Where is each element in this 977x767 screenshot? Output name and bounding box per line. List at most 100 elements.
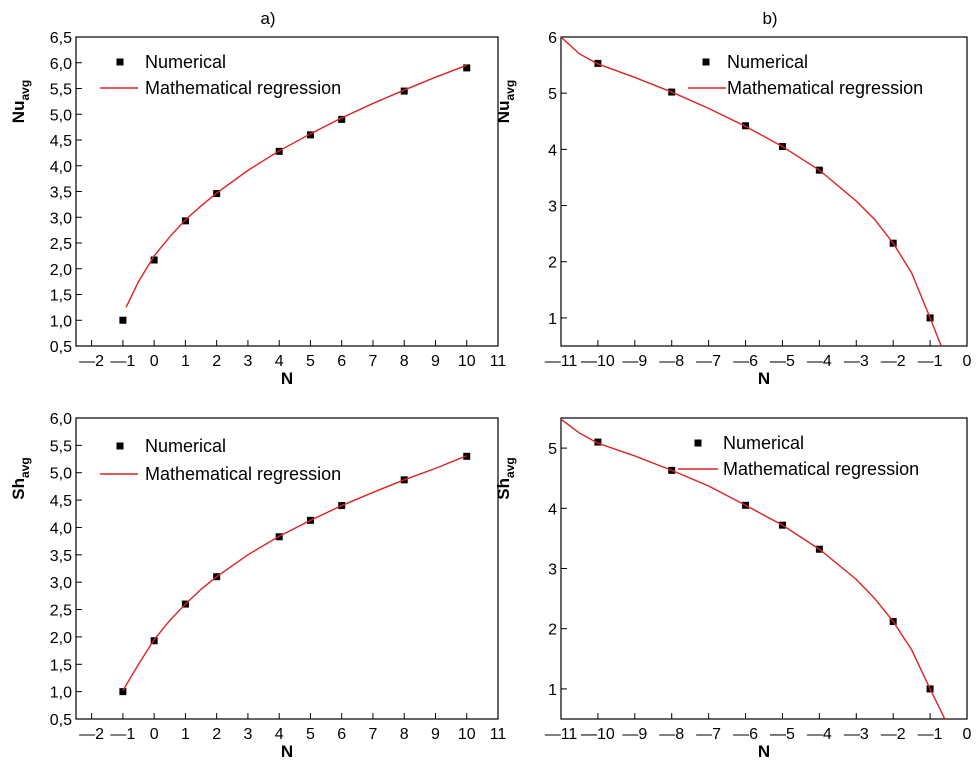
x-tick-label: 3 <box>243 726 252 743</box>
x-tick-label: 11 <box>490 353 507 370</box>
regression-line <box>561 37 942 346</box>
y-axis-title-main: Nu <box>494 101 513 124</box>
x-tick-label: 9 <box>431 353 440 370</box>
y-axis-title: Shavg <box>9 457 32 499</box>
x-tick-label: —1 <box>918 726 943 743</box>
y-axis-title-subscript: avg <box>503 80 517 101</box>
panel-label: b) <box>762 9 777 28</box>
legend-label-regression: Mathematical regression <box>727 78 923 98</box>
chart-panel-c: —2 —1 0 1 2 3 4 5 6 7 8 9 10 11 0,5 1,0 1,5 2,0 2,5 3,0 3,5 4… <box>9 411 506 761</box>
regression-line <box>125 64 467 308</box>
y-tick-label: 0,5 <box>50 339 72 356</box>
legend-marker-numerical <box>702 58 710 66</box>
y-tick-label: 0,5 <box>50 712 72 729</box>
panel-label: a) <box>260 9 275 28</box>
x-tick-label: —3 <box>844 726 869 743</box>
x-tick-label: 5 <box>306 726 315 743</box>
x-tick-label: —10 <box>581 353 615 370</box>
y-axis-title-subscript: avg <box>503 457 517 478</box>
x-axis-title: N <box>281 369 293 388</box>
y-tick-label: 2 <box>548 622 557 639</box>
x-tick-label: 2 <box>212 726 221 743</box>
y-tick-label: 5,5 <box>50 82 72 99</box>
x-tick-label: 5 <box>306 353 315 370</box>
y-tick-label: 5 <box>548 86 557 103</box>
x-tick-label: 11 <box>490 726 507 743</box>
y-tick-label: 5,5 <box>50 438 72 455</box>
legend: Numerical Mathematical regression <box>678 433 919 479</box>
legend-label-numerical: Numerical <box>145 436 226 456</box>
x-tick-label: 8 <box>400 726 409 743</box>
x-tick-label: 4 <box>275 726 284 743</box>
x-tick-label: 6 <box>337 353 346 370</box>
numerical-point <box>119 316 127 324</box>
y-tick-label: 4 <box>548 142 557 159</box>
y-tick-label: 4,5 <box>50 133 72 150</box>
legend-label-regression: Mathematical regression <box>723 459 919 479</box>
x-tick-label: —11 <box>545 353 578 370</box>
legend-marker-numerical <box>116 442 124 450</box>
y-axis-title-main: Sh <box>9 478 28 500</box>
chart-panel-b: b)—11 —10 —9 —8 —7 —6 —5 —4 —3 —2 —1 0123456NNuavgN… <box>494 9 972 388</box>
y-tick-label: 2,5 <box>50 603 72 620</box>
y-tick-label: 2,0 <box>50 262 72 279</box>
x-tick-label: 4 <box>275 353 284 370</box>
x-tick-label: 3 <box>243 353 252 370</box>
legend: Numerical Mathematical regression <box>688 52 923 98</box>
legend: Numerical Mathematical regression <box>100 52 341 98</box>
x-tick-label: 2 <box>212 353 221 370</box>
chart-panel-d: —11 —10 —9 —8 —7 —6 —5 —4 —3 —2 —1 012345NShavgNume… <box>494 417 972 761</box>
x-tick-label: 0 <box>963 353 972 370</box>
x-tick-label: 10 <box>458 353 476 370</box>
y-tick-label: 4,0 <box>50 159 72 176</box>
y-tick-label: 5 <box>548 441 557 458</box>
numerical-point <box>338 115 346 123</box>
x-tick-label: —11 <box>545 726 578 743</box>
x-tick-label: —2 <box>881 726 906 743</box>
y-tick-label: 6,0 <box>50 411 72 428</box>
x-tick-label: —9 <box>622 726 647 743</box>
x-tick-label: —1 <box>110 353 135 370</box>
y-tick-label: 1,5 <box>50 288 72 305</box>
y-tick-label: 6,0 <box>50 56 72 73</box>
y-axis-title: Nuavg <box>9 80 32 123</box>
x-tick-label: —10 <box>581 726 615 743</box>
x-tick-label: —6 <box>733 353 758 370</box>
y-tick-label: 6 <box>548 30 557 47</box>
y-axis-title: Shavg <box>494 457 517 499</box>
x-tick-label: 1 <box>181 353 190 370</box>
x-tick-label: 0 <box>150 726 159 743</box>
numerical-point <box>306 131 314 139</box>
y-tick-label: 4,0 <box>50 520 72 537</box>
y-tick-label: 4,5 <box>50 493 72 510</box>
plot-frame <box>75 417 499 720</box>
x-tick-label: —6 <box>733 726 758 743</box>
legend-label-numerical: Numerical <box>723 433 804 453</box>
x-tick-label: —7 <box>696 353 721 370</box>
x-tick-label: —4 <box>807 726 832 743</box>
x-axis-title: N <box>758 369 770 388</box>
x-tick-label: 7 <box>369 353 378 370</box>
legend-label-numerical: Numerical <box>727 52 808 72</box>
y-axis-title: Nuavg <box>494 80 517 123</box>
x-tick-label: —8 <box>659 726 684 743</box>
x-tick-label: 1 <box>181 726 190 743</box>
y-tick-label: 1,0 <box>50 685 72 702</box>
numerical-point <box>463 64 471 72</box>
regression-line <box>122 455 468 691</box>
y-tick-label: 1 <box>548 311 557 328</box>
x-tick-label: —8 <box>659 353 684 370</box>
x-tick-label: 10 <box>458 726 476 743</box>
x-tick-label: 7 <box>369 726 378 743</box>
x-tick-label: —2 <box>881 353 906 370</box>
x-tick-label: —1 <box>918 353 943 370</box>
regression-line <box>561 418 946 719</box>
x-axis-title: N <box>758 742 770 761</box>
y-tick-label: 3,5 <box>50 185 72 202</box>
legend-label-regression: Mathematical regression <box>145 464 341 484</box>
y-tick-label: 3,0 <box>50 210 72 227</box>
x-tick-label: —2 <box>79 353 104 370</box>
x-tick-label: —3 <box>844 353 869 370</box>
y-tick-label: 2 <box>548 255 557 272</box>
